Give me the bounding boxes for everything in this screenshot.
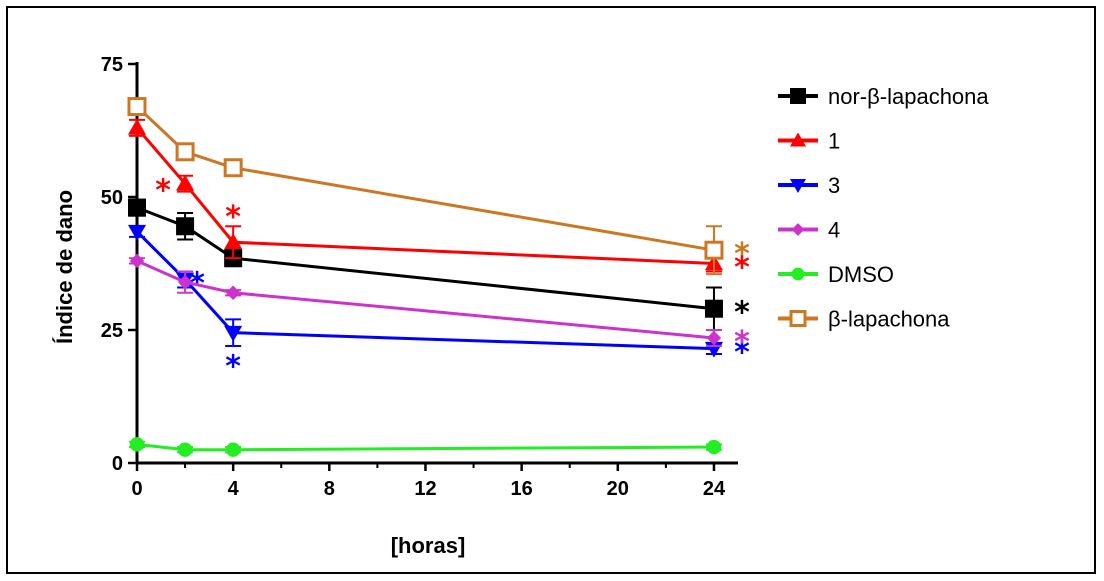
y-tick-label: 50 [101,187,123,209]
legend-label: 4 [828,218,840,243]
y-tick-label: 0 [112,453,123,475]
marker-diamond [225,285,241,300]
series-2: *** [128,224,750,385]
significance-star: * [225,200,241,235]
marker-triangle-down [128,224,146,241]
y-tick-label: 75 [101,54,123,76]
significance-star: * [734,336,750,371]
x-tick-label: 4 [228,478,240,500]
y-tick-label: 25 [101,320,123,342]
marker-open-square [223,158,243,178]
significance-star: * [734,237,750,272]
series-3: * [129,253,750,360]
series-line [135,126,715,265]
marker-triangle-up [224,233,243,249]
significance-star: * [734,296,750,331]
marker-open-square [789,310,807,327]
significance-star: * [734,251,750,286]
marker-square [790,88,806,104]
series-line [136,206,715,311]
marker-triangle-up [128,118,146,135]
legend-item-5: β-lapachona [778,307,950,332]
x-tick-label: 0 [131,478,142,500]
x-tick-label: 8 [324,478,335,500]
legend-item-4: DMSO [778,262,894,287]
x-tick-label: 20 [607,478,629,500]
legend-item-3: 4 [778,218,840,243]
x-tick-label: 16 [511,478,533,500]
series-line [135,230,715,351]
legend-item-1: 1 [778,129,840,154]
marker-diamond [129,253,145,269]
significance-star: * [734,325,750,360]
marker-triangle-down [224,325,243,342]
marker-triangle-up [176,174,195,191]
series-0: * [128,198,750,331]
marker-open-square [704,240,724,260]
legend-label: nor-β-lapachona [828,84,989,109]
x-tick-label: 24 [703,478,726,500]
series-layer: ********* [127,97,750,457]
marker-circle [129,437,145,452]
series-4 [129,437,722,457]
x-axis-title: [horas] [391,533,466,558]
marker-diamond [791,223,805,236]
marker-circle [177,442,193,457]
legend-label: β-lapachona [828,307,950,332]
marker-square [704,299,723,318]
series-5: * [127,97,750,276]
legend-item-0: nor-β-lapachona [778,84,989,109]
marker-circle [791,267,805,281]
legend: nor-β-lapachona 1 3 4 DMSO β-lapachona [778,84,989,332]
legend-item-2: 3 [778,173,840,198]
marker-open-square [127,97,147,117]
marker-triangle-down [790,179,806,193]
marker-diamond [706,330,722,346]
series-line [136,259,715,340]
series-line [135,105,715,252]
significance-star: * [225,350,241,385]
marker-square [176,217,195,236]
y-axis-title: Índice de dano [52,190,77,344]
chart-frame [6,6,1096,574]
series-line [136,442,714,452]
marker-open-square [175,142,195,162]
marker-circle [706,439,722,455]
marker-square [128,198,146,217]
marker-diamond [177,274,193,290]
legend-label: DMSO [828,262,894,287]
legend-label: 3 [828,173,840,198]
legend-label: 1 [828,129,840,154]
marker-circle [225,442,241,457]
x-tick-label: 12 [414,478,436,500]
significance-star: * [155,173,171,208]
marker-triangle-up [790,132,806,147]
